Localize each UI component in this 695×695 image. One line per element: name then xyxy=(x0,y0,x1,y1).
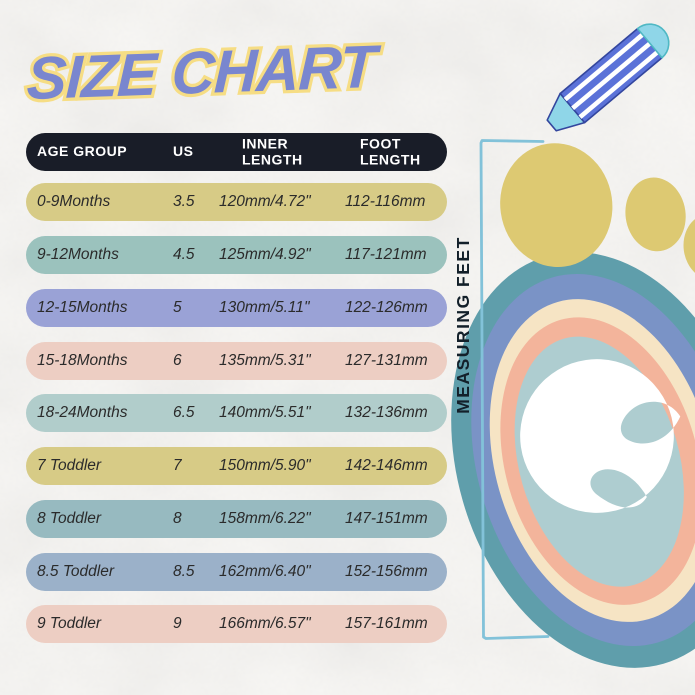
svg-text:MEASURING FEET: MEASURING FEET xyxy=(453,236,473,414)
